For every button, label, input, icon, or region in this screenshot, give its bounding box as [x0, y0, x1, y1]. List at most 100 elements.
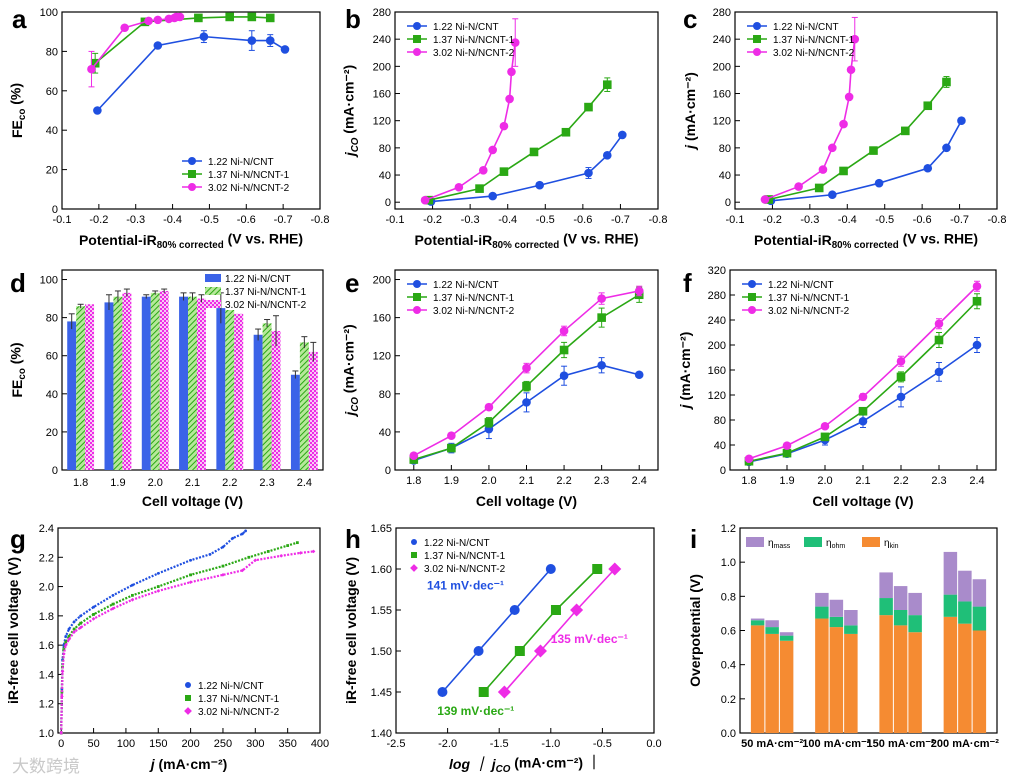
series-h-0	[437, 564, 556, 697]
y-tick-label: 200	[373, 275, 391, 287]
data-point	[896, 356, 906, 366]
x-tick-label: 2.1	[519, 475, 534, 487]
data-point	[510, 38, 520, 47]
plot-frame-b	[394, 11, 659, 210]
data-point	[120, 23, 129, 33]
x-tick-label: 2.3	[931, 475, 946, 487]
stacked-segment-ohm	[779, 635, 794, 641]
stacked-segment-kin	[893, 625, 908, 733]
data-point	[64, 634, 68, 638]
y-axis-label-d: FEco (%)	[8, 343, 28, 398]
data-point	[522, 398, 531, 407]
stacked-segment-mass	[972, 579, 987, 607]
y-tick-label: 100	[40, 275, 58, 287]
data-point	[901, 126, 910, 136]
y-tick-label: 1.6	[39, 640, 54, 652]
data-point	[266, 550, 270, 553]
legend-marker	[410, 564, 418, 572]
y-tick-label: 240	[373, 34, 391, 46]
legend-label: 1.37 Ni-N/NCNT-1	[768, 293, 850, 304]
data-point	[505, 94, 514, 104]
y-tick-label: 320	[708, 265, 726, 277]
y-axis-label-f: j (mA·cm⁻²)	[677, 332, 693, 411]
stacked-segment-mass	[829, 599, 844, 617]
legend-label: 1.37 Ni-N/NCNT-1	[424, 551, 506, 562]
stacked-segment-kin	[750, 625, 765, 733]
panel-d: d 0 20 40 60 80 100 Cell voltage (V) FEco (%) 1.8…	[8, 268, 324, 509]
data-point	[194, 13, 203, 23]
y-tick-label: 1.50	[371, 646, 392, 658]
legend-marker	[413, 35, 421, 43]
y-tick-label: 1.0	[721, 557, 736, 569]
data-point	[550, 605, 561, 615]
data-point	[111, 606, 115, 611]
data-point	[478, 687, 489, 697]
data-point	[240, 532, 244, 536]
x-axis-label-d: Cell voltage (V)	[142, 493, 243, 509]
x-axis-label-f: Cell voltage (V)	[812, 493, 913, 509]
data-point	[559, 345, 569, 355]
data-point	[559, 371, 569, 381]
series-line	[96, 35, 286, 112]
data-point	[507, 67, 516, 77]
data-point	[957, 116, 966, 125]
legend-marker	[413, 306, 421, 314]
data-point	[760, 195, 770, 204]
legend-label: 3.02 Ni-N/NCNT-2	[433, 306, 515, 317]
stacked-segment-mass	[958, 570, 972, 602]
data-point	[545, 564, 556, 574]
y-tick-label: 1.65	[371, 523, 392, 535]
x-tick-label: -0.6	[913, 214, 932, 226]
data-point	[522, 381, 531, 391]
y-tick-label: 1.55	[371, 605, 392, 617]
legend-label: 1.37 Ni-N/NCNT-1	[433, 293, 515, 304]
legend-marker	[753, 22, 761, 30]
data-point	[298, 551, 303, 555]
x-tick-label: 1.8	[73, 477, 88, 489]
x-axis-label-h: log ｜ jCO (mA·cm⁻²) ｜	[449, 755, 601, 775]
x-tick-label: 1.8	[406, 475, 421, 487]
legend-label: 1.22 Ni-N/CNT	[208, 157, 274, 168]
x-tick-label: -0.3	[126, 214, 145, 226]
series-curve	[60, 530, 247, 734]
bar	[76, 306, 86, 470]
x-axis-label-e: Cell voltage (V)	[476, 493, 577, 509]
bar	[159, 290, 169, 470]
stacked-segment-kin	[972, 630, 987, 733]
bar	[216, 308, 226, 470]
legend-marker	[413, 48, 421, 56]
data-point	[896, 392, 906, 402]
x-tick-label: 2.0	[817, 475, 832, 487]
y-tick-label: 20	[46, 427, 58, 439]
y-axis-label-g: iR-free cell voltage (V)	[5, 557, 21, 704]
data-point	[72, 627, 76, 631]
data-point	[475, 184, 484, 193]
data-point	[454, 182, 464, 192]
data-point	[225, 12, 234, 22]
y-axis-label-c: j (mA·cm⁻²)	[682, 72, 698, 151]
legend-marker	[184, 707, 192, 715]
plot-frame-h	[395, 527, 655, 734]
data-point	[60, 694, 64, 699]
y-axis-label-i: Overpotential (V)	[687, 574, 703, 687]
stacked-segment-mass	[765, 620, 779, 628]
group-label: 200 mA·cm⁻²	[931, 738, 1000, 750]
data-point	[828, 190, 837, 200]
y-tick-label: 0.0	[721, 728, 736, 740]
data-point	[618, 130, 627, 140]
data-point	[188, 580, 193, 584]
x-tick-label: 2.0	[481, 475, 496, 487]
bar	[225, 310, 235, 470]
y-tick-label: 280	[373, 7, 391, 19]
series-line	[768, 81, 948, 201]
data-point	[189, 558, 193, 562]
x-tick-label: -0.4	[838, 214, 857, 226]
bar	[290, 374, 300, 470]
y-tick-label: 240	[708, 315, 726, 327]
series-line	[430, 134, 623, 203]
data-point	[265, 13, 275, 23]
series-f-1	[744, 293, 982, 466]
y-tick-label: 1.60	[371, 564, 392, 576]
series-line	[770, 120, 963, 202]
